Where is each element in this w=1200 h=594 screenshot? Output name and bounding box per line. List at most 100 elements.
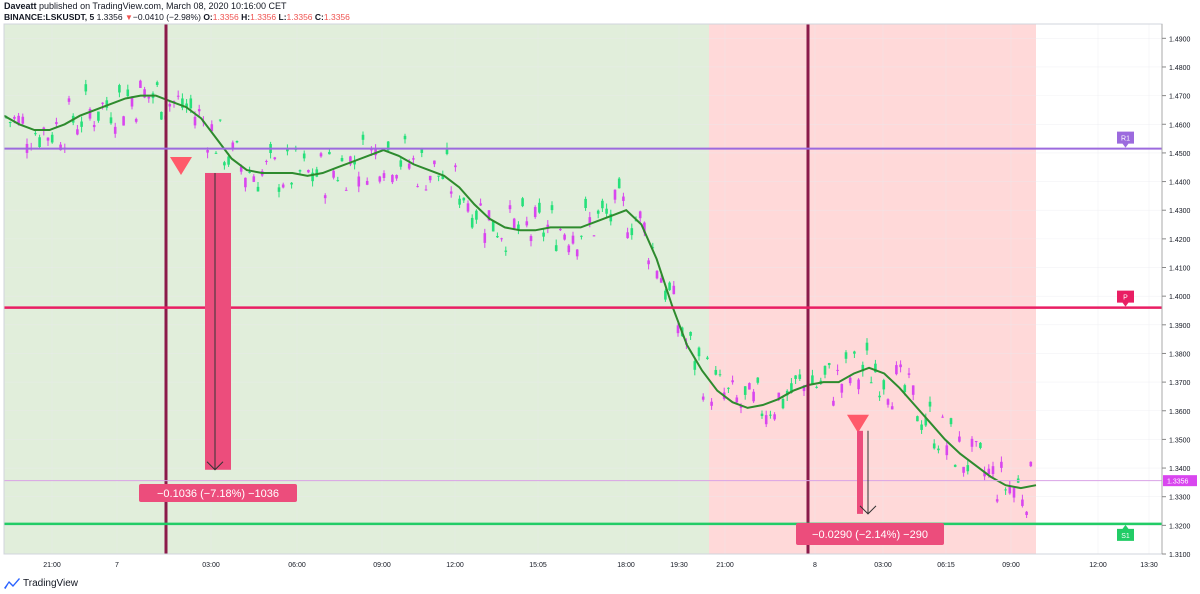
- candle-body: [718, 374, 722, 376]
- y-tick-label: 1.4900: [1169, 36, 1191, 43]
- candle-body: [693, 361, 697, 370]
- x-tick-label: 06:15: [937, 562, 955, 569]
- drawdown-bar: [205, 172, 231, 470]
- symbol-label[interactable]: BINANCE:LSKUSDT, 5: [4, 12, 95, 22]
- candle-body: [130, 97, 134, 107]
- price-chart[interactable]: R1 P S1 −0.1036 (−7.18%) −1036 −0.0290 (−2.…: [0, 0, 1200, 578]
- candle-body: [420, 149, 424, 153]
- candle-body: [139, 80, 142, 88]
- candle-body: [916, 416, 919, 422]
- published-text: published on TradingView.com, March 08, …: [39, 1, 287, 11]
- candle-body: [118, 85, 121, 93]
- x-tick-label: 12:00: [1089, 562, 1107, 569]
- candle-body: [437, 175, 440, 177]
- high-value: 1.3356: [250, 12, 277, 22]
- candle-body: [382, 173, 386, 179]
- candle-body: [857, 379, 860, 390]
- candle-body: [97, 111, 100, 121]
- y-tick-label: 1.3400: [1169, 466, 1191, 473]
- candle-body: [928, 401, 932, 407]
- candle-body: [239, 166, 243, 172]
- result-callout-text: −0.0290 (−2.14%) −290: [812, 529, 928, 541]
- candle-body: [1004, 489, 1007, 491]
- candle-body: [550, 205, 554, 211]
- time-axis[interactable]: 21:00 7 03:00 06:00 09:00 12:00 15:05 18:00 19:3…: [43, 562, 1158, 569]
- candle-body: [769, 414, 772, 416]
- candle-body: [500, 238, 503, 240]
- candle-body: [147, 96, 151, 99]
- candle-body: [777, 392, 781, 400]
- grid-lines: [4, 24, 1162, 555]
- candle-body: [937, 448, 940, 451]
- candle-body: [689, 331, 692, 336]
- candle-body: [584, 198, 587, 209]
- candle-body: [470, 217, 474, 228]
- price-axis[interactable]: 1.4900 1.4800 1.4700 1.4600 1.4500 1.4400 1.43…: [1162, 36, 1191, 559]
- candle-body: [487, 210, 491, 221]
- candle-body: [357, 176, 361, 187]
- low-value: 1.3356: [286, 12, 313, 22]
- candle-body: [743, 386, 747, 395]
- author-name[interactable]: Daveatt: [4, 1, 37, 11]
- y-tick-label: 1.4400: [1169, 180, 1191, 187]
- candle-body: [945, 445, 949, 456]
- candle-body: [231, 142, 235, 149]
- candle-body: [88, 109, 92, 119]
- candle-body: [517, 224, 520, 230]
- brand-name[interactable]: TradingView: [23, 578, 79, 589]
- candle-body: [223, 162, 226, 166]
- candle-body: [399, 160, 403, 167]
- y-tick-label: 1.3700: [1169, 380, 1191, 387]
- x-tick-label: 18:00: [617, 562, 635, 569]
- last-price: 1.3356: [96, 12, 123, 22]
- candle-body: [378, 176, 382, 182]
- candle-body: [17, 115, 20, 125]
- candle-body: [491, 221, 495, 232]
- red-session-zone: [709, 24, 1036, 554]
- candle-body: [109, 117, 113, 124]
- candle-body: [752, 391, 755, 402]
- candle-body: [227, 156, 230, 165]
- candle-body: [899, 364, 902, 368]
- candle-body: [638, 211, 642, 219]
- candle-body: [92, 124, 96, 128]
- x-tick-label: 06:00: [288, 562, 306, 569]
- candle-body: [189, 98, 193, 109]
- candle-body: [193, 116, 197, 126]
- candle-body: [46, 137, 50, 141]
- x-tick-label: 09:00: [1002, 562, 1020, 569]
- candle-body: [412, 158, 415, 160]
- candle-body: [823, 365, 827, 375]
- candle-body: [84, 84, 88, 92]
- result-callout-text: −0.1036 (−7.18%) −1036: [157, 488, 279, 500]
- candle-body: [802, 385, 806, 392]
- sell-signal-triangle: [847, 414, 869, 433]
- candle-body: [979, 442, 982, 448]
- candle-body: [865, 342, 869, 351]
- candle-body: [458, 198, 461, 205]
- result-callout: [796, 523, 944, 545]
- level-badge-r1: [1117, 131, 1134, 148]
- y-tick-label: 1.4600: [1169, 122, 1191, 129]
- candle-body: [798, 374, 802, 379]
- level-label-s1: S1: [1121, 533, 1130, 540]
- candle-body: [8, 121, 12, 123]
- candle-body: [886, 399, 890, 405]
- candle-body: [601, 200, 604, 209]
- candle-body: [206, 149, 209, 153]
- candle-body: [811, 375, 814, 384]
- candle-body: [764, 415, 768, 425]
- high-label: H:: [241, 12, 251, 22]
- candle-body: [504, 250, 508, 252]
- candle-body: [659, 278, 663, 283]
- candle-body: [21, 116, 25, 124]
- trade-events: −0.1036 (−7.18%) −1036 −0.0290 (−2.14%) −…: [139, 156, 944, 545]
- candle-body: [794, 375, 797, 379]
- candle-body: [941, 416, 944, 418]
- candle-body: [315, 169, 319, 177]
- candle-body: [34, 133, 37, 135]
- candle-body: [332, 170, 335, 178]
- candle-body: [760, 413, 764, 417]
- candle-body: [827, 363, 831, 366]
- candle-body: [155, 82, 159, 85]
